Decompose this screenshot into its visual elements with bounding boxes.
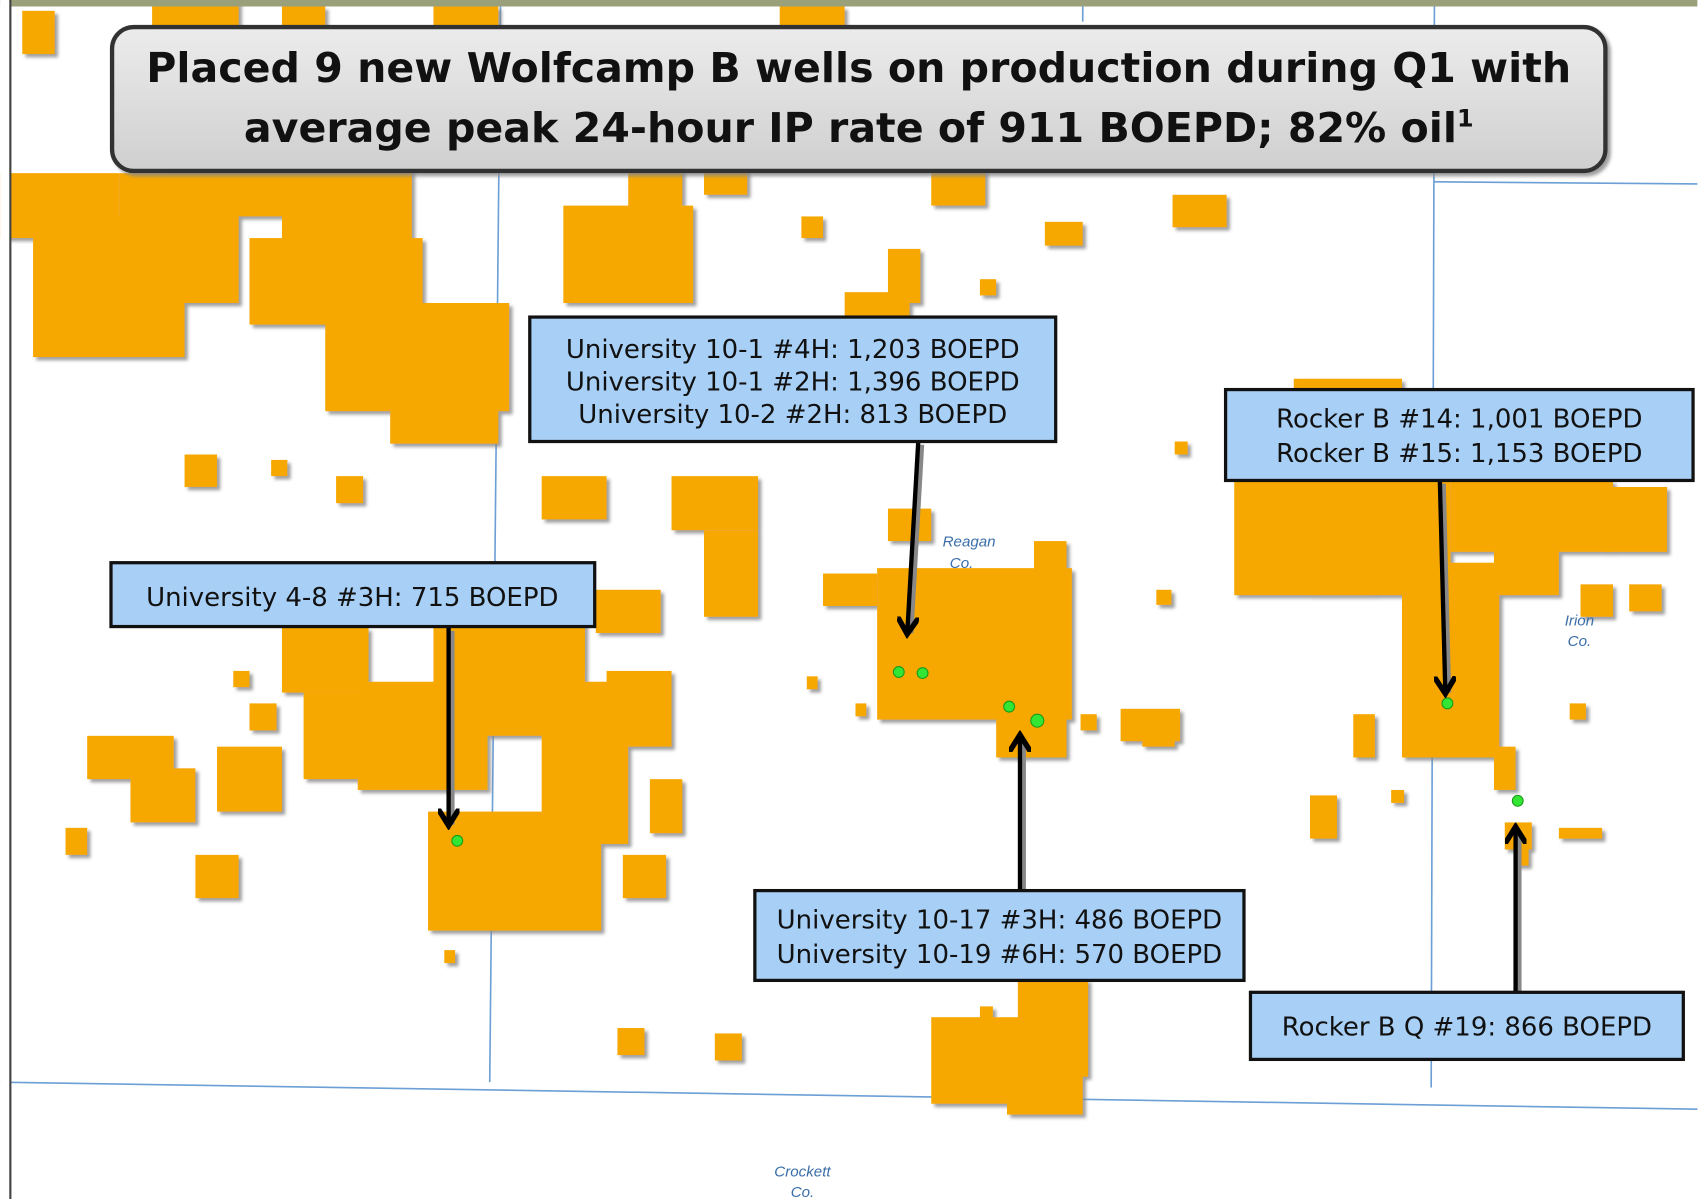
- callout-box: [1248, 990, 1685, 1062]
- title-box: Placed 9 new Wolfcamp B wells on product…: [109, 24, 1608, 174]
- lease-tract: [1629, 584, 1662, 612]
- lease-tract: [195, 854, 239, 899]
- lease-tract: [979, 1006, 993, 1020]
- lease-tract: [281, 6, 326, 29]
- well: [1511, 794, 1524, 807]
- lease-tract: [671, 476, 759, 531]
- lease-tract: [390, 357, 499, 444]
- lease-tract: [1353, 714, 1375, 758]
- well: [1003, 700, 1016, 713]
- lease-tract: [217, 746, 282, 812]
- lease-tract: [1044, 221, 1083, 246]
- lease-tract: [801, 216, 824, 239]
- well: [1441, 697, 1454, 710]
- lease-tract: [979, 279, 997, 296]
- county-label: Reagan Co.: [943, 533, 996, 572]
- callout-box: [109, 561, 597, 629]
- lease-tract: [1293, 378, 1402, 390]
- lease-tract: [130, 768, 196, 823]
- lease-tract: [22, 10, 55, 55]
- callouts: University 10-1 #4H: 1,203 BOEPD Universi…: [109, 315, 1695, 1062]
- lease-tract: [1080, 714, 1097, 731]
- callout-box: [753, 888, 1246, 983]
- lease-tract: [303, 692, 369, 780]
- lease-tract: [714, 1033, 742, 1061]
- lease-tract: [271, 459, 288, 477]
- lease-tract: [1142, 735, 1175, 747]
- lease-tract: [595, 589, 661, 634]
- lease-tract: [1174, 441, 1188, 455]
- wells: [451, 666, 1524, 847]
- lease-tract: [1548, 524, 1570, 547]
- callout-text: University 4-8 #3H: 715 BOEPD: [146, 583, 558, 613]
- lease-tract: [1450, 480, 1613, 552]
- lease-tract: [887, 508, 932, 542]
- lease-tract: [1391, 789, 1405, 803]
- lease-tract: [1493, 541, 1559, 596]
- lease-tract: [649, 779, 683, 834]
- lease-tract: [1569, 703, 1586, 720]
- lease-tract: [887, 248, 921, 303]
- lease-tract: [703, 530, 759, 617]
- lease-tract: [779, 6, 845, 29]
- title-line: Placed 9 new Wolfcamp B wells on product…: [146, 44, 1571, 92]
- lease-tract: [184, 454, 218, 487]
- lease-tract: [622, 854, 667, 899]
- lease-tract: [617, 1028, 645, 1056]
- callout-box: [1223, 387, 1695, 483]
- county-label: Crockett Co.: [774, 1163, 831, 1199]
- callout-text: Rocker B #14: 1,001 BOEPD Rocker B #15: 1…: [1276, 404, 1642, 469]
- lease-tract: [823, 573, 878, 606]
- lease-tract: [65, 827, 88, 855]
- callout-box: [528, 315, 1058, 444]
- lease-tract: [444, 950, 456, 964]
- county-label: Irion Co.: [1565, 612, 1594, 650]
- lease-tract: [855, 703, 867, 717]
- left-margin: [0, 0, 11, 1199]
- well: [892, 666, 905, 678]
- lease-tract: [1006, 1071, 1083, 1115]
- lease-tract: [606, 670, 672, 747]
- lease-tract: [1493, 746, 1516, 790]
- callout-text: University 10-17 #3H: 486 BOEPD Universit…: [777, 905, 1222, 970]
- lease-tract: [233, 670, 250, 688]
- lease-tract: [541, 476, 607, 520]
- lease-tract: [1172, 194, 1227, 228]
- arrows: [449, 441, 1519, 996]
- lease-tract: [281, 627, 369, 693]
- lease-tract: [1156, 589, 1172, 605]
- lease-tract: [336, 476, 364, 504]
- lease-tract: [996, 627, 1067, 758]
- lease-tract: [1017, 979, 1089, 1077]
- callout-text: Rocker B Q #19: 866 BOEPD: [1282, 1013, 1652, 1043]
- lease-tract: [1309, 795, 1338, 839]
- lease-tract: [249, 703, 277, 731]
- lease-tract: [1034, 541, 1067, 574]
- lease-tract: [433, 6, 499, 29]
- well: [1030, 713, 1045, 728]
- title-line: average peak 24-hour IP rate of 911 BOEP…: [244, 104, 1474, 152]
- callout-text: University 10-1 #4H: 1,203 BOEPD Universi…: [566, 335, 1020, 430]
- arrow: [1440, 480, 1445, 689]
- lease-tract: [1309, 519, 1375, 596]
- title-panel: [109, 24, 1608, 174]
- arrow: [907, 441, 921, 630]
- well: [451, 834, 464, 847]
- lease-tract: [1602, 486, 1668, 552]
- top-strip: [0, 0, 1698, 7]
- lease-tract: [1558, 827, 1603, 839]
- lease-tract: [806, 676, 818, 690]
- lease-tract: [1580, 584, 1613, 617]
- well: [916, 667, 929, 680]
